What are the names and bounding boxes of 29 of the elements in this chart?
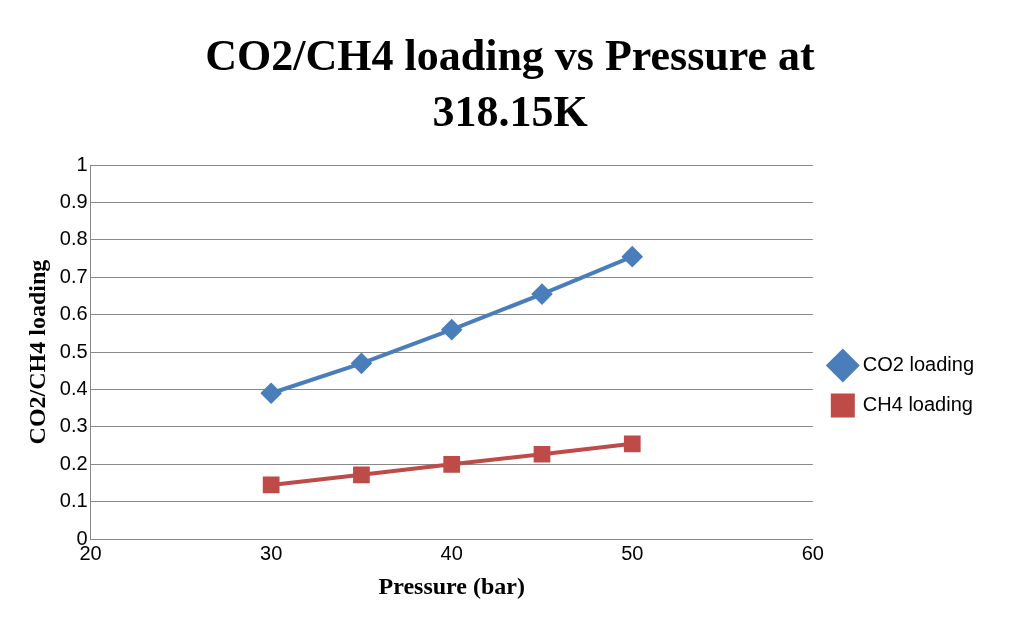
point [441, 319, 462, 340]
x-tick-label: 50 [621, 541, 644, 564]
y-tick-label: 0.6 [59, 302, 88, 325]
y-tick-label: 0.9 [59, 189, 88, 212]
y-tick-label: 1 [76, 152, 88, 175]
legend-label: CO2 loading [862, 353, 975, 376]
y-tick-label: 0.8 [59, 227, 88, 250]
point [443, 456, 461, 473]
x-tick-label: 40 [440, 541, 463, 564]
point [531, 284, 552, 305]
y-tick-label: 0.1 [59, 489, 88, 512]
x-tick-label: 60 [801, 541, 824, 564]
point [261, 383, 282, 404]
point [262, 476, 280, 494]
point [622, 246, 643, 267]
chart-title: CO2/CH4 loading vs Pressure at 318.15K [204, 30, 816, 138]
y-tick-label: 0.7 [59, 264, 88, 287]
y-tick-label: 0.4 [59, 377, 88, 400]
y-tick-label: 0.2 [59, 451, 88, 474]
x-tick-label: 30 [260, 541, 283, 564]
legend-label: CH4 loading [862, 393, 973, 416]
y-tick-label: 0.5 [59, 339, 88, 362]
point [533, 445, 551, 463]
y-axis-title: CO2/CH4 loading [23, 259, 50, 445]
point [353, 466, 370, 484]
x-axis-title: Pressure (bar) [378, 572, 525, 599]
point [623, 435, 641, 453]
point [351, 353, 372, 374]
y-tick-label: 0.3 [59, 414, 88, 437]
